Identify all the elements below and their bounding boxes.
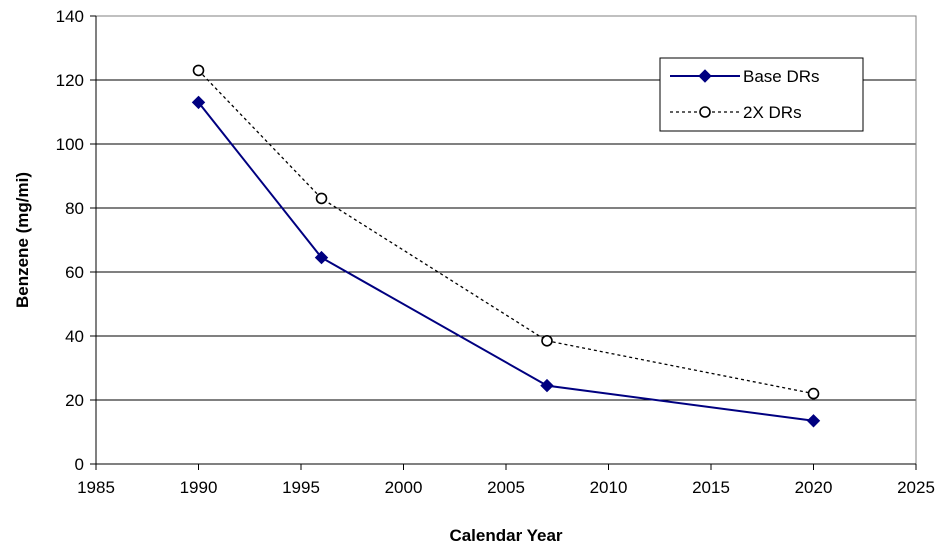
x-tick-label-2000: 2000 [385, 478, 423, 497]
data-point-base-drs-1990 [191, 95, 206, 110]
y-tick-label-40: 40 [65, 327, 84, 346]
y-tick-labels: 0 20 40 60 80 100 120 140 [56, 7, 84, 474]
x-tick-label-1990: 1990 [180, 478, 218, 497]
legend-item-2x-drs: 2X DRs [670, 103, 802, 122]
x-tick-label-1985: 1985 [77, 478, 115, 497]
data-point-base-drs-1996 [314, 250, 329, 265]
y-axis-title: Benzene (mg/mi) [13, 172, 32, 308]
x-axis-title: Calendar Year [449, 526, 562, 545]
data-point-base-drs-2007 [540, 378, 554, 393]
x-tick-label-2015: 2015 [692, 478, 730, 497]
legend-item-base-drs: Base DRs [670, 67, 820, 86]
data-point-base-drs-2020 [806, 414, 821, 428]
legend: Base DRs 2X DRs [659, 57, 864, 132]
legend-label-2x-drs: 2X DRs [743, 103, 802, 122]
legend-label-base-drs: Base DRs [743, 67, 820, 86]
x-tick-label-2005: 2005 [487, 478, 525, 497]
series-layer [191, 64, 821, 428]
y-tick-label-100: 100 [56, 135, 84, 154]
legend-marker-base-drs [698, 69, 712, 83]
series-2x-drs [192, 64, 820, 400]
axes [90, 15, 917, 470]
legend-marker-2x-drs [699, 106, 711, 118]
series-base-drs [191, 95, 821, 428]
y-tick-label-80: 80 [65, 199, 84, 218]
data-point-2x-drs-1996 [315, 192, 328, 205]
x-tick-label-2020: 2020 [795, 478, 833, 497]
legend-box [659, 57, 864, 132]
data-point-2x-drs-1990 [192, 64, 205, 77]
x-tick-label-2010: 2010 [590, 478, 628, 497]
x-tick-label-2025: 2025 [897, 478, 935, 497]
x-tick-labels: 1985 1990 1995 2000 2005 2010 2015 2020 2025 [77, 478, 935, 497]
series-line-base-drs [197, 101, 814, 422]
legend-items: Base DRs 2X DRs [670, 67, 820, 122]
y-tick-label-120: 120 [56, 71, 84, 90]
y-tick-label-60: 60 [65, 263, 84, 282]
data-point-2x-drs-2007 [541, 334, 553, 347]
y-tick-label-20: 20 [65, 391, 84, 410]
y-tick-label-140: 140 [56, 7, 84, 26]
x-tick-label-1995: 1995 [282, 478, 320, 497]
y-tick-label-0: 0 [75, 455, 84, 474]
data-point-2x-drs-2020 [807, 387, 820, 400]
